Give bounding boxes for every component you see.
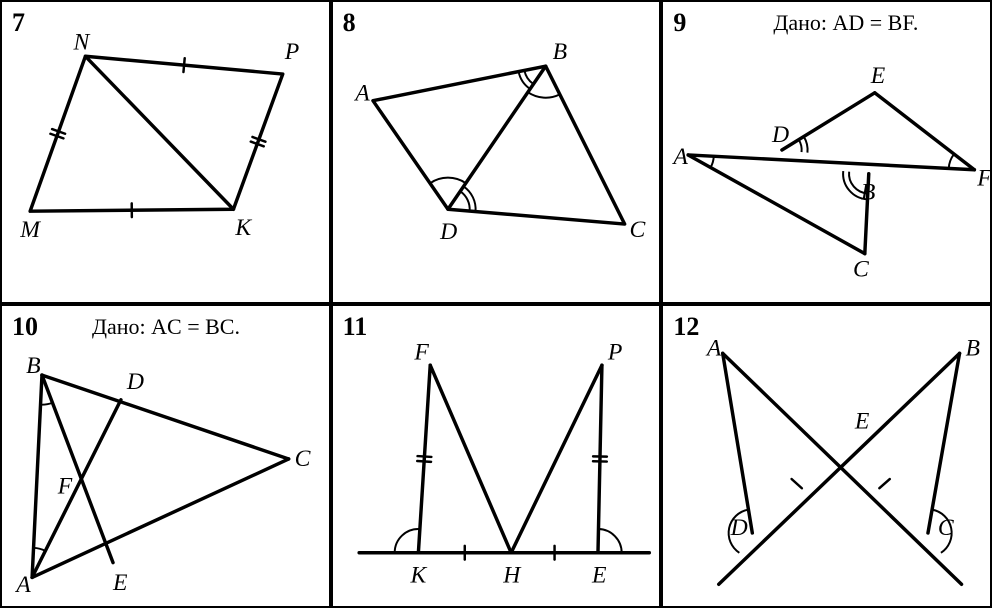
- cell-11: 11 FPKHE: [331, 304, 662, 608]
- svg-text:A: A: [705, 335, 722, 361]
- figure-9: A D B F E C: [663, 2, 990, 302]
- svg-text:D: D: [771, 122, 789, 148]
- svg-text:H: H: [502, 562, 522, 588]
- svg-text:F: F: [413, 339, 429, 365]
- svg-text:F: F: [977, 166, 990, 192]
- cell-9: 9 Дано: AD = BF. ADBFEC: [661, 0, 992, 304]
- svg-text:P: P: [607, 339, 622, 365]
- svg-text:P: P: [284, 39, 299, 65]
- cell-12: 12 ABEDC: [661, 304, 992, 608]
- figure-10: B A C D E F: [2, 306, 329, 606]
- figure-8: A B C D: [333, 2, 660, 302]
- svg-text:B: B: [26, 353, 40, 379]
- svg-text:A: A: [353, 81, 370, 107]
- svg-text:F: F: [57, 474, 73, 500]
- cell-7: 7 NPKM: [0, 0, 331, 304]
- cell-10: 10 Дано: AC = BC. BACDEF: [0, 304, 331, 608]
- figure-7: N P K M: [2, 2, 329, 302]
- svg-text:C: C: [853, 256, 870, 282]
- worksheet-grid: 7 NPKM 8 ABCD 9 Дано: AD = BF. ADBFEC 10…: [0, 0, 992, 608]
- svg-text:C: C: [295, 446, 312, 472]
- svg-text:D: D: [126, 369, 144, 395]
- svg-text:B: B: [552, 39, 566, 65]
- figure-12: A B E D C: [663, 306, 990, 606]
- svg-text:E: E: [112, 570, 128, 596]
- svg-text:E: E: [591, 562, 607, 588]
- svg-text:N: N: [73, 29, 91, 55]
- svg-text:D: D: [439, 219, 457, 245]
- cell-8: 8 ABCD: [331, 0, 662, 304]
- svg-text:C: C: [629, 217, 646, 243]
- svg-text:E: E: [854, 408, 870, 434]
- figure-11: F P K H E: [333, 306, 660, 606]
- svg-text:A: A: [672, 144, 689, 170]
- svg-text:C: C: [938, 515, 955, 541]
- svg-text:E: E: [870, 63, 886, 89]
- svg-text:K: K: [409, 562, 427, 588]
- svg-text:D: D: [730, 515, 748, 541]
- svg-text:K: K: [234, 215, 252, 241]
- svg-text:M: M: [19, 217, 41, 243]
- svg-text:B: B: [861, 179, 875, 205]
- svg-text:A: A: [14, 572, 31, 598]
- svg-text:B: B: [966, 335, 980, 361]
